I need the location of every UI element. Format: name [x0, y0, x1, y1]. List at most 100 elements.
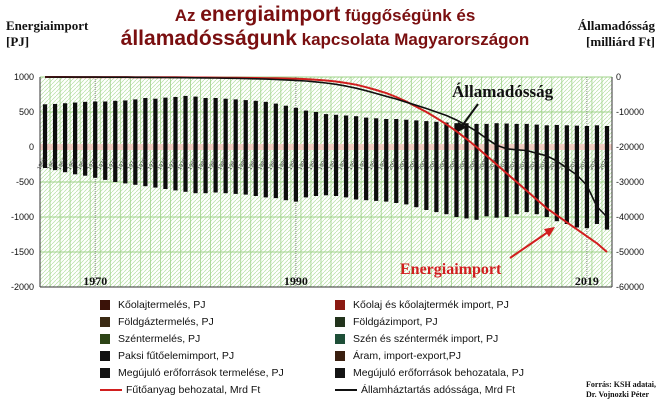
legend-item: Földgáztermelés, PJ	[100, 313, 214, 330]
bar	[93, 147, 98, 178]
bar	[52, 103, 58, 147]
bar	[123, 147, 128, 184]
bar	[243, 147, 248, 195]
bar	[534, 147, 539, 215]
bar	[434, 121, 439, 147]
bar	[143, 98, 148, 147]
bar	[343, 147, 349, 198]
bar	[153, 147, 158, 188]
category-label: 2003	[418, 158, 429, 172]
legend-label: Széntermelés, PJ	[118, 332, 201, 345]
category-label: 1975	[137, 158, 148, 172]
bar	[404, 147, 409, 205]
bar	[213, 98, 218, 147]
bar	[434, 147, 439, 213]
bar	[394, 119, 399, 147]
category-label: 2009	[478, 158, 489, 172]
y-tick-label-right: -50000	[616, 247, 644, 257]
bar	[323, 114, 329, 147]
category-label: 2013	[518, 158, 529, 172]
category-label: 1977	[157, 158, 168, 172]
bar	[534, 124, 539, 147]
legend-label: Megújuló erőforrások behozatala, PJ	[353, 366, 525, 379]
bar	[42, 104, 48, 147]
category-label: 1989	[277, 158, 288, 172]
annotation-energy-arrow	[509, 231, 549, 259]
right-axis-header-line2: [milliárd Ft]	[586, 34, 655, 49]
annotation-energy: Energiaimport	[400, 261, 502, 278]
bar	[283, 105, 288, 147]
category-label: 1997	[358, 158, 369, 172]
legend-label: Megújuló erőforrások termelése, PJ	[118, 366, 284, 379]
legend-swatch	[335, 333, 345, 344]
category-label: 1968	[67, 158, 78, 172]
category-label: 2008	[468, 158, 479, 172]
bar	[42, 147, 48, 168]
bar	[93, 101, 98, 147]
bar	[564, 125, 569, 147]
legend-swatch	[335, 350, 345, 361]
bar	[103, 101, 108, 147]
bar	[153, 98, 158, 147]
source-line1: Forrás: KSH adatai,	[586, 380, 656, 389]
category-label: 2010	[488, 158, 499, 172]
legend-label: Paksi fűtőelemimport, PJ	[118, 349, 235, 362]
bar	[384, 147, 389, 202]
y-tick-label-right: -40000	[616, 212, 644, 222]
category-label: 1995	[338, 158, 349, 172]
legend-label: Áram, import-export,PJ	[353, 349, 461, 362]
y-tick-label-left: -500	[16, 177, 34, 187]
category-label: 1982	[207, 158, 218, 172]
bar	[253, 100, 258, 147]
category-label: 1973	[117, 158, 128, 172]
category-label: 2020	[588, 158, 599, 172]
bar	[213, 147, 218, 193]
bar	[424, 121, 429, 147]
bar	[464, 123, 469, 147]
bar	[494, 147, 499, 218]
bar	[193, 96, 198, 147]
annotation-energy-arrowhead	[544, 227, 555, 237]
legend-swatch	[100, 388, 122, 391]
legend-swatch	[100, 333, 110, 344]
bar	[283, 147, 288, 201]
bar	[353, 147, 359, 200]
category-label: 2015	[538, 158, 549, 172]
bar	[484, 147, 489, 217]
y-tick-label-left: -1000	[11, 212, 34, 222]
category-label: 1991	[297, 158, 308, 172]
bar	[293, 107, 299, 147]
bar	[203, 147, 208, 194]
legend-item: Széntermelés, PJ	[100, 330, 200, 347]
legend-label: Fűtőanyag behozatal, Mrd Ft	[126, 383, 261, 396]
category-label: 1985	[237, 158, 248, 172]
bar	[584, 147, 590, 229]
bar	[303, 110, 309, 147]
title-line2-part2: kapcsolata Magyarországon	[296, 30, 530, 49]
bar	[484, 123, 489, 147]
category-label: 2000	[388, 158, 399, 172]
legend-swatch	[100, 299, 110, 310]
bar	[504, 147, 509, 217]
bar	[293, 147, 299, 202]
bar	[514, 147, 519, 215]
bar	[594, 125, 600, 147]
category-label: 2016	[548, 158, 559, 172]
x-tick-label: 1990	[284, 274, 308, 288]
bar	[183, 95, 188, 147]
bar	[524, 123, 529, 147]
legend-item: Szén és széntermék import, PJ	[335, 330, 498, 347]
bar	[303, 147, 309, 198]
legend-label: Földgázimport, PJ	[353, 315, 438, 328]
annotation-debt: Államadósság	[452, 82, 554, 101]
category-label: 2011	[498, 158, 509, 171]
category-label: 1996	[348, 158, 359, 172]
bar	[143, 147, 148, 187]
annotation-debt-arrowhead	[458, 122, 467, 132]
bar	[343, 115, 349, 147]
bar	[524, 147, 529, 213]
category-label: 2006	[448, 158, 459, 172]
bar	[323, 147, 329, 196]
bar	[333, 114, 339, 147]
bar	[223, 98, 228, 147]
